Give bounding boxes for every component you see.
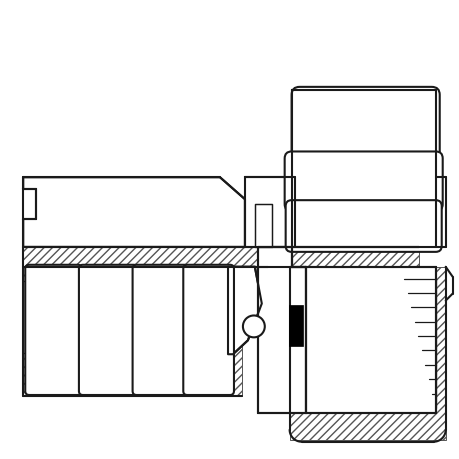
Polygon shape	[257, 247, 305, 413]
FancyBboxPatch shape	[79, 265, 137, 395]
Polygon shape	[23, 281, 205, 353]
Circle shape	[242, 316, 264, 338]
Polygon shape	[244, 178, 294, 247]
FancyBboxPatch shape	[285, 201, 441, 252]
Polygon shape	[23, 267, 241, 396]
FancyBboxPatch shape	[25, 265, 82, 395]
Bar	[288, 305, 302, 347]
Polygon shape	[228, 267, 261, 354]
Polygon shape	[23, 178, 244, 247]
FancyBboxPatch shape	[284, 152, 442, 212]
Polygon shape	[289, 267, 445, 440]
Polygon shape	[291, 90, 435, 247]
Polygon shape	[23, 190, 36, 219]
Polygon shape	[305, 267, 435, 413]
FancyBboxPatch shape	[132, 265, 188, 395]
Polygon shape	[23, 247, 418, 267]
FancyBboxPatch shape	[183, 265, 234, 395]
Polygon shape	[254, 205, 271, 247]
Polygon shape	[257, 247, 305, 413]
FancyBboxPatch shape	[291, 88, 439, 160]
Polygon shape	[228, 267, 261, 354]
